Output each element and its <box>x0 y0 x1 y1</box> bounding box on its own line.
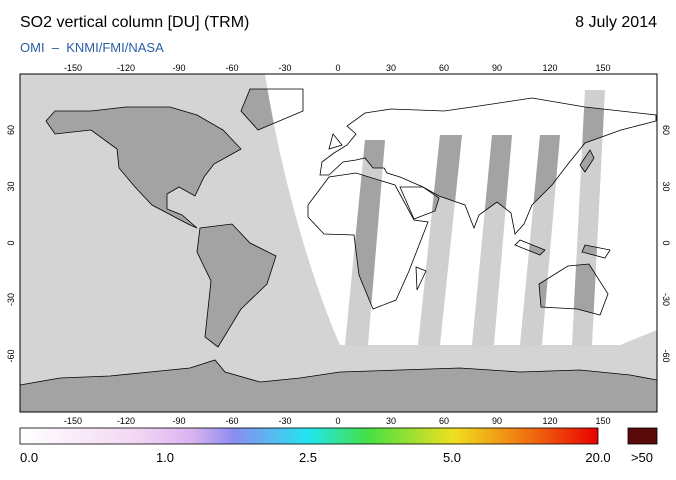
lon-label-bottom: 60 <box>439 416 449 426</box>
title: SO2 vertical column [DU] (TRM) <box>20 14 249 31</box>
map <box>20 74 657 412</box>
lon-label-bottom: -120 <box>117 416 135 426</box>
lon-label-bottom: 90 <box>492 416 502 426</box>
colorbar-label: >50 <box>631 450 653 465</box>
colorbar-labels: 0.0 1.0 2.5 5.0 20.0 >50 <box>20 450 653 465</box>
lon-label-top: 60 <box>439 63 449 73</box>
lon-label-bottom: -90 <box>172 416 185 426</box>
lon-label-top: -30 <box>278 63 291 73</box>
lat-label-left: -30 <box>6 293 16 306</box>
lat-label-right: 30 <box>661 182 671 192</box>
lon-label-top: -90 <box>172 63 185 73</box>
lon-label-top: -60 <box>225 63 238 73</box>
lat-label-left: 30 <box>6 182 16 192</box>
lon-label-bottom: 120 <box>543 416 558 426</box>
lat-label-left: 60 <box>6 125 16 135</box>
lon-label-top: 30 <box>386 63 396 73</box>
colorbar-label: 2.5 <box>299 450 317 465</box>
lat-label-left: 0 <box>6 240 16 245</box>
colorbar-label: 1.0 <box>156 450 174 465</box>
lon-label-bottom: 150 <box>596 416 611 426</box>
source: OMI – KNMI/FMI/NASA <box>20 40 164 55</box>
lon-label-top: 120 <box>543 63 558 73</box>
lon-label-top: 90 <box>492 63 502 73</box>
lon-label-bottom: -60 <box>225 416 238 426</box>
lon-label-bottom: 0 <box>335 416 340 426</box>
lat-label-right: -30 <box>661 293 671 306</box>
colorbar-label: 5.0 <box>443 450 461 465</box>
lat-label-left: -60 <box>6 349 16 362</box>
colorbar-label: 0.0 <box>20 450 38 465</box>
date: 8 July 2014 <box>575 14 657 31</box>
lon-label-top: 150 <box>596 63 611 73</box>
lon-label-bottom: -150 <box>64 416 82 426</box>
map-frame <box>19 73 658 413</box>
lon-label-top: -150 <box>64 63 82 73</box>
graticule-labels: -150 -150 -120 -120 -90 -90 -60 -60 -30 -30 0 0 30 30… <box>6 63 671 426</box>
lon-label-top: -120 <box>117 63 135 73</box>
lon-label-bottom: -30 <box>278 416 291 426</box>
lon-label-top: 0 <box>335 63 340 73</box>
lat-label-right: -60 <box>661 349 671 362</box>
colorbar-label: 20.0 <box>585 450 610 465</box>
colorbar-overflow <box>627 427 658 445</box>
colorbar <box>19 427 599 445</box>
lat-label-right: 60 <box>661 125 671 135</box>
lon-label-bottom: 30 <box>386 416 396 426</box>
lat-label-right: 0 <box>661 240 671 245</box>
